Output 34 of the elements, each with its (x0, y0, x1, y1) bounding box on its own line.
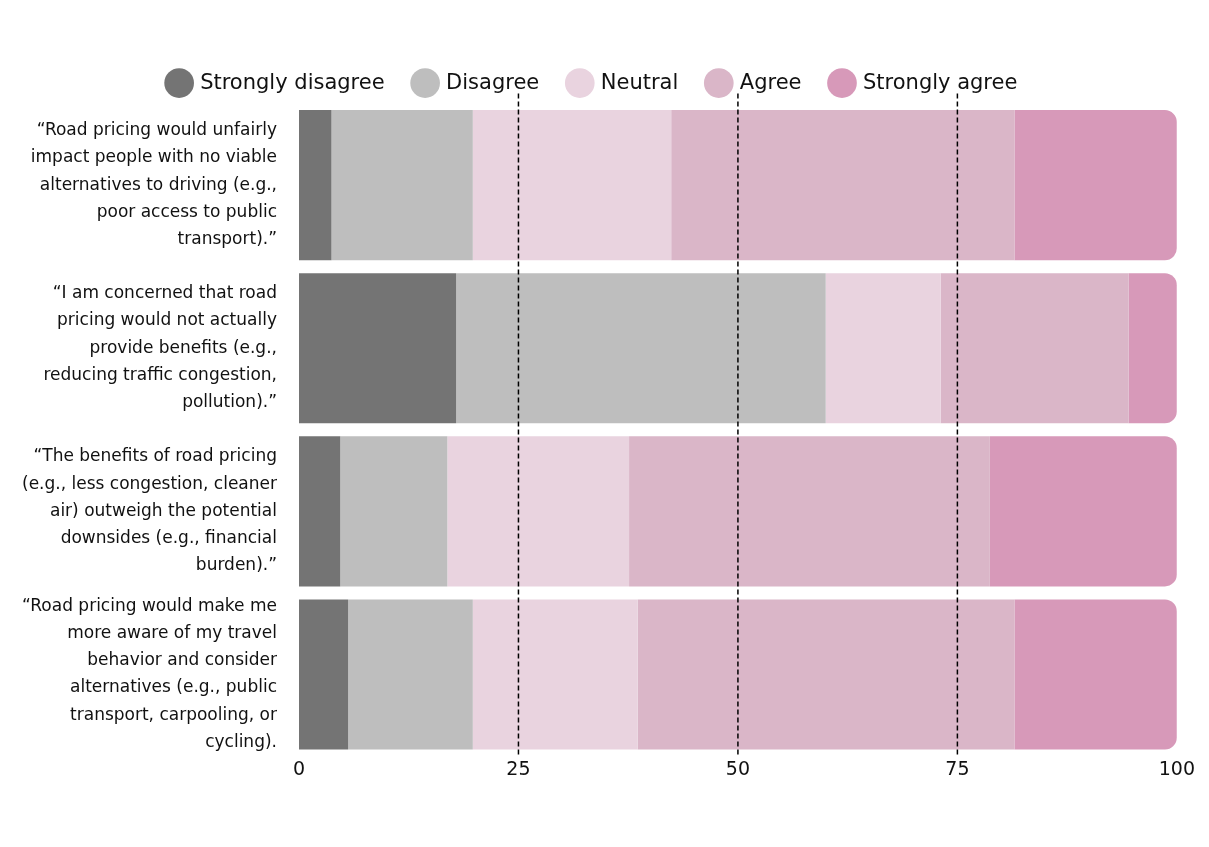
bar (1014, 599, 1177, 750)
bar (1128, 273, 1177, 424)
bar (671, 110, 1015, 261)
bar (298, 436, 341, 587)
legend-label: Neutral (600, 69, 679, 94)
legend-label: Strongly agree (862, 69, 1018, 94)
bar (331, 110, 473, 261)
bar (447, 436, 630, 587)
bar (348, 599, 473, 750)
bar (472, 110, 672, 261)
legend-label: Disagree (446, 69, 540, 94)
bar (629, 436, 990, 587)
x-tick-label: 100 (1158, 757, 1195, 780)
bar (825, 273, 941, 424)
y-tick-label: “Road pricing would unfairly impact people with no viable alternatives to driving (e.g., poor access to public transport).” (30, 119, 277, 248)
x-tick-label: 50 (725, 757, 751, 780)
bar (298, 110, 332, 261)
bar (456, 273, 826, 424)
x-tick-label: 25 (506, 757, 531, 780)
bar (298, 273, 457, 424)
bar (298, 599, 349, 750)
bar (637, 599, 1015, 750)
y-tick-label: “Road pricing would make me more aware of my travel behavior and consider alternatives (e.g., public transport, carpooling, or cycling). (22, 594, 277, 751)
bar (1014, 110, 1177, 261)
bar (989, 436, 1177, 587)
y-tick-label: “The benefits of road pricing (e.g., less congestion, cleaner air) outweigh the potential downsides (e.g., financial burden).” (22, 445, 277, 575)
legend-label: Agree (739, 69, 802, 94)
x-tick-label: 0 (292, 757, 306, 780)
bar (472, 599, 638, 750)
x-tick-label: 75 (945, 757, 970, 780)
legend-label: Strongly disagree (200, 69, 385, 94)
bar (940, 273, 1129, 424)
bar (340, 436, 448, 587)
y-tick-label: “I am concerned that road pricing would not actually provide benefits (e.g., reducing traffic congestion, pollution).” (43, 282, 277, 412)
